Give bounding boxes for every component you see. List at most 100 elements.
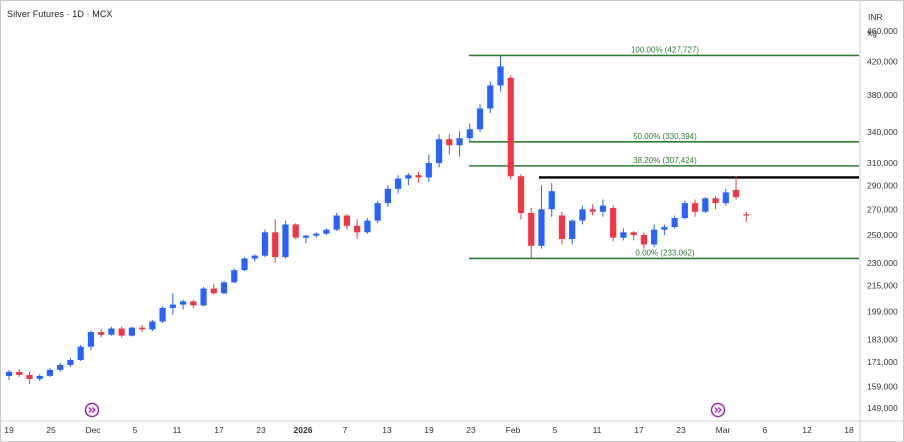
candle-body bbox=[415, 175, 422, 178]
candle-body bbox=[87, 332, 95, 347]
candle-body bbox=[179, 301, 187, 305]
candle-body bbox=[466, 129, 473, 139]
candle bbox=[476, 103, 484, 133]
candle-body bbox=[702, 198, 709, 212]
candle bbox=[651, 224, 658, 248]
candle-body bbox=[435, 139, 443, 164]
candle-body bbox=[681, 203, 688, 219]
candle bbox=[528, 208, 535, 259]
candle-body bbox=[487, 85, 494, 109]
unit-label: kg bbox=[868, 28, 877, 38]
candle bbox=[231, 268, 238, 284]
candle bbox=[497, 55, 504, 92]
candle bbox=[569, 219, 576, 245]
time-tick-label: 23 bbox=[466, 425, 476, 435]
candle-body bbox=[139, 327, 146, 330]
time-tick-label: 6 bbox=[763, 425, 768, 435]
currency-label: INR bbox=[868, 12, 883, 22]
price-axis[interactable]: INR kg 149,000 159,000 171,000 183,000 199,000… bbox=[859, 1, 898, 441]
candle-body bbox=[640, 234, 647, 245]
candle-body bbox=[272, 232, 279, 258]
price-tick-label: 380,000 bbox=[867, 90, 898, 100]
candle bbox=[589, 204, 596, 216]
price-tick-label: 290,000 bbox=[867, 180, 898, 190]
candles-group bbox=[5, 55, 750, 385]
fib-retracement-group[interactable]: 100.00% (427,727) 50.00% (330,394) 38.20% … bbox=[469, 45, 859, 260]
time-tick-label: 18 bbox=[844, 425, 854, 435]
candle bbox=[435, 134, 443, 168]
candle-body bbox=[26, 374, 33, 380]
candle bbox=[77, 344, 84, 361]
candle-body bbox=[630, 232, 637, 235]
double-chevron-icon bbox=[88, 407, 96, 413]
candle-body bbox=[712, 198, 719, 204]
events-group bbox=[84, 402, 726, 418]
candle bbox=[118, 326, 125, 338]
candle bbox=[302, 234, 310, 244]
candle-body bbox=[374, 203, 381, 221]
time-axis[interactable]: 19 25 Dec 5 11 17 23 2026 7 13 19 23 Feb 5 11 17 23 Mar 6 1… bbox=[1, 420, 903, 435]
time-tick-label: Mar bbox=[716, 425, 731, 435]
time-tick-label: 17 bbox=[214, 425, 224, 435]
time-tick-label: 19 bbox=[424, 425, 434, 435]
time-tick-label: 19 bbox=[4, 425, 14, 435]
candle-body bbox=[651, 229, 658, 245]
price-tick-label: 250,000 bbox=[867, 230, 898, 240]
candle-body bbox=[159, 307, 166, 322]
candle-body bbox=[261, 232, 269, 256]
time-tick-label: 7 bbox=[343, 425, 348, 435]
candle bbox=[507, 75, 514, 180]
candle bbox=[395, 175, 402, 194]
candle bbox=[169, 293, 176, 315]
candle-body bbox=[538, 209, 545, 246]
candle bbox=[200, 286, 207, 307]
candle-body bbox=[384, 188, 391, 204]
price-tick-label: 460,000 bbox=[867, 26, 898, 36]
time-tick-label: Feb bbox=[506, 425, 521, 435]
time-tick-label: 23 bbox=[676, 425, 686, 435]
candle bbox=[313, 232, 320, 238]
candle bbox=[149, 319, 156, 332]
price-tick-label: 310,000 bbox=[867, 158, 898, 168]
event-marker[interactable] bbox=[84, 402, 100, 418]
candle bbox=[702, 197, 709, 213]
chart-title: Silver Futures · 1D · MCX bbox=[7, 9, 113, 19]
fib-level-label: 38.20% (307,424) bbox=[633, 156, 697, 165]
candle bbox=[384, 185, 391, 207]
candle bbox=[630, 231, 637, 241]
candle-body bbox=[98, 332, 105, 335]
price-tick-label: 270,000 bbox=[867, 204, 898, 214]
candle-body bbox=[67, 360, 74, 365]
candle bbox=[139, 324, 146, 333]
candle bbox=[620, 228, 627, 241]
time-tick-label: 25 bbox=[46, 425, 56, 435]
time-tick-label: 5 bbox=[133, 425, 138, 435]
candle bbox=[272, 219, 279, 263]
candle-body bbox=[691, 203, 699, 212]
candle bbox=[36, 373, 43, 382]
candle-body bbox=[282, 224, 289, 258]
price-tick-label: 159,000 bbox=[867, 381, 898, 391]
candle-body bbox=[241, 258, 248, 271]
candle bbox=[425, 154, 432, 182]
candle-body bbox=[722, 192, 729, 204]
candle bbox=[538, 185, 545, 249]
candle bbox=[87, 330, 95, 351]
candle-body bbox=[36, 375, 43, 380]
candle-body bbox=[77, 346, 84, 361]
candle-body bbox=[517, 176, 525, 213]
candle bbox=[579, 205, 586, 225]
candle-body bbox=[579, 209, 586, 221]
candle bbox=[241, 257, 248, 271]
candle bbox=[5, 369, 13, 381]
candle-body bbox=[610, 208, 617, 238]
candle bbox=[364, 218, 371, 234]
candle-body bbox=[620, 232, 627, 238]
price-tick-label: 420,000 bbox=[867, 57, 898, 67]
event-marker[interactable] bbox=[710, 402, 726, 418]
candle bbox=[67, 358, 74, 367]
candle bbox=[16, 368, 23, 377]
candle bbox=[743, 211, 750, 222]
candle-body bbox=[732, 190, 740, 198]
